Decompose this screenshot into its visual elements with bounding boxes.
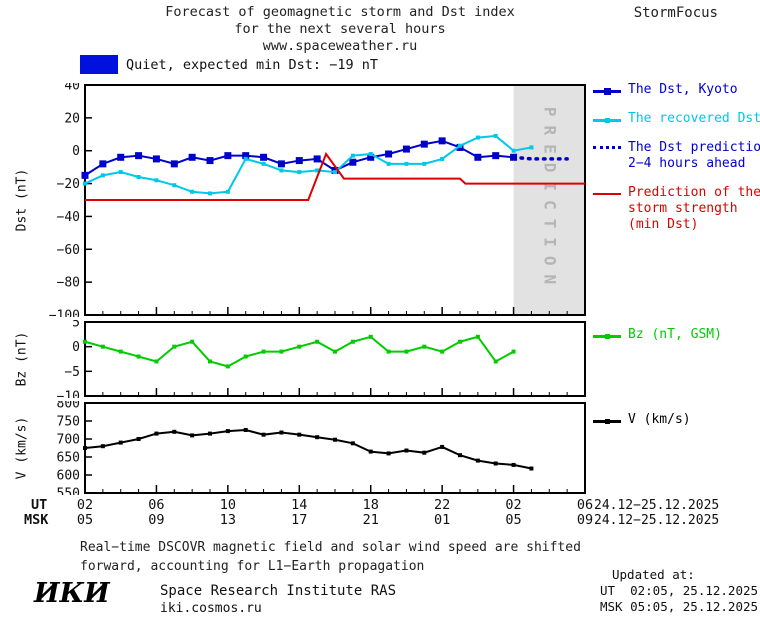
storm-prediction-legend-line1: Prediction of the — [628, 185, 760, 200]
ut-tick-row: 02 06 10 14 18 22 02 06 — [0, 497, 760, 513]
storm-prediction-legend-line2: storm strength — [628, 201, 738, 216]
dst-y-tick-label: 0 — [72, 144, 80, 159]
note-line-1: Real−time DSCOVR magnetic field and sola… — [80, 540, 581, 555]
x-tick-label: 21 — [362, 512, 379, 528]
storm-prediction-legend-line3: (min Dst) — [628, 217, 699, 232]
legend-bz: Bz (nT, GSM) — [593, 327, 722, 343]
iki-logo: ИКИ — [34, 578, 110, 609]
x-tick-label: 18 — [362, 497, 379, 513]
note-line-2: forward, accounting for L1−Earth propaga… — [80, 559, 425, 574]
msk-tick-row: 05 09 13 17 21 01 05 09 — [0, 512, 760, 528]
x-tick-label: 02 — [505, 497, 522, 513]
dst-y-tick-label: −80 — [57, 276, 80, 291]
x-tick-label: 22 — [434, 497, 451, 513]
x-tick-label: 06 — [576, 497, 594, 513]
x-tick-label: 17 — [291, 512, 308, 528]
recovered-dst-legend-marker — [593, 117, 621, 125]
series-solar-wind-speed — [84, 428, 532, 470]
dst-kyoto-legend-marker — [593, 88, 621, 96]
x-tick-label: 14 — [291, 497, 308, 513]
series-bz-gsm — [84, 335, 515, 368]
dst-prediction-legend-line2: 2−4 hours ahead — [628, 156, 746, 171]
bz-y-tick-label: −5 — [64, 365, 80, 380]
recovered-dst-legend-label: The recovered Dst — [628, 111, 760, 126]
bz-y-tick-label: 0 — [72, 340, 80, 355]
x-tick-label: 09 — [148, 512, 165, 528]
dst-y-tick-label: −60 — [57, 243, 80, 258]
ut-axis-label: UT — [31, 497, 48, 513]
bz-legend-marker — [593, 333, 621, 341]
x-tick-label: 06 — [148, 497, 165, 513]
v-frame — [84, 402, 586, 494]
updated-at-label: Updated at: — [612, 567, 695, 582]
storm-level-color-box — [80, 55, 118, 74]
v-legend-marker — [593, 418, 621, 426]
dst-y-tick-label: −100 — [49, 309, 80, 318]
ut-date-range: 24.12−25.12.2025 — [594, 498, 720, 513]
v-y-tick-label: 550 — [57, 487, 80, 496]
x-tick-label: 05 — [505, 512, 522, 528]
dst-kyoto-legend-label: The Dst, Kyoto — [628, 82, 738, 97]
x-tick-label: 01 — [434, 512, 451, 528]
dst-y-tick-label: −40 — [57, 210, 80, 225]
updated-msk: MSK 05:05, 25.12.2025 — [600, 599, 759, 614]
legend-dst-kyoto: The Dst, Kyoto — [593, 82, 738, 98]
x-tick-label: 09 — [576, 512, 594, 528]
legend-v: V (km/s) — [593, 412, 691, 428]
legend-storm-prediction: Prediction of the storm strength (min Ds… — [593, 185, 760, 233]
legend-recovered-dst: The recovered Dst — [593, 111, 760, 127]
stormfocus-brand: StormFocus — [633, 5, 718, 21]
bz-axis-label: Bz (nT) — [14, 331, 30, 387]
x-tick-label: 05 — [76, 512, 94, 528]
page-title: Forecast of geomagnetic storm and Dst in… — [80, 4, 600, 55]
legend-dst-prediction: The Dst prediction 2−4 hours ahead — [593, 140, 760, 172]
v-y-tick-label: 650 — [57, 451, 80, 466]
dst-prediction-legend-line1: The Dst prediction — [628, 140, 760, 155]
x-tick-label: 10 — [219, 497, 236, 513]
dst-chart: PREDICTION 40 20 0 −20 −40 −60 −80 −100 — [49, 83, 586, 318]
dst-prediction-legend-marker — [593, 146, 621, 154]
institute-site: iki.cosmos.ru — [160, 601, 262, 616]
prediction-band-label: PREDICTION — [540, 107, 559, 293]
bz-legend-label: Bz (nT, GSM) — [628, 327, 722, 342]
series-dst-prediction — [511, 155, 569, 161]
storm-level-indicator: Quiet, expected min Dst: −19 nT — [80, 55, 378, 74]
v-y-tick-label: 800 — [57, 401, 80, 412]
title-line-2: for the next several hours — [234, 21, 446, 37]
x-tick-label: 13 — [219, 512, 236, 528]
v-y-tick-label: 600 — [57, 469, 80, 484]
bz-y-tick-label: 5 — [72, 320, 80, 331]
dst-y-tick-label: −20 — [57, 177, 80, 192]
v-axis-label: V (km/s) — [14, 416, 30, 480]
v-legend-label: V (km/s) — [628, 412, 691, 427]
institute-name: Space Research Institute RAS — [160, 583, 397, 599]
x-tick-label: 02 — [76, 497, 94, 513]
title-line-1: Forecast of geomagnetic storm and Dst in… — [165, 4, 515, 20]
v-y-tick-label: 750 — [57, 415, 80, 430]
dst-y-tick-label: 40 — [64, 83, 80, 94]
bz-chart: 5 0 −5 −10 — [57, 320, 586, 399]
propagation-note: Real−time DSCOVR magnetic field and sola… — [80, 538, 581, 576]
dst-y-tick-label: 20 — [64, 111, 80, 126]
series-recovered-dst — [84, 134, 532, 195]
updated-ut: UT 02:05, 25.12.2025 — [600, 583, 759, 598]
title-line-3: www.spaceweather.ru — [262, 38, 418, 54]
bz-y-tick-label: −10 — [57, 390, 80, 399]
msk-axis-label: MSK — [24, 512, 49, 528]
msk-date-range: 24.12−25.12.2025 — [594, 513, 720, 528]
v-y-tick-label: 700 — [57, 433, 80, 448]
series-storm-strength-prediction — [85, 151, 585, 201]
v-chart: 800 750 700 650 600 550 — [57, 401, 586, 496]
storm-level-text: Quiet, expected min Dst: −19 nT — [126, 56, 378, 73]
storm-prediction-legend-marker — [593, 191, 621, 199]
prediction-band — [513, 85, 585, 315]
dst-axis-label: Dst (nT) — [14, 168, 30, 232]
